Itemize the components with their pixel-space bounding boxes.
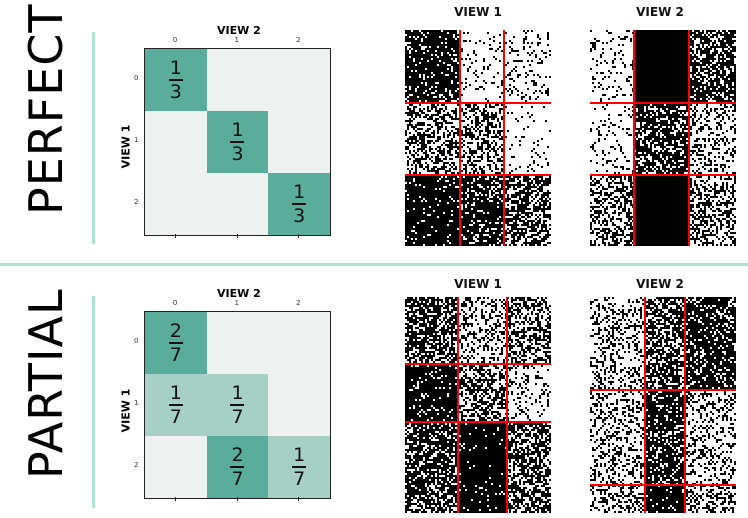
noise-pixels [405, 30, 551, 246]
fraction-numerator: 1 [231, 382, 244, 404]
y-tick-label: 0 [134, 74, 139, 82]
noise-pixels [590, 30, 736, 246]
fraction-bar [292, 466, 307, 468]
fraction-denominator: 7 [169, 406, 182, 428]
fraction-denominator: 7 [231, 468, 244, 490]
y-tick-label: 2 [134, 461, 139, 469]
fraction-bar [168, 79, 183, 81]
noise-pixels [405, 297, 551, 513]
section-accent-bar [92, 32, 95, 244]
matrix-xlabel: VIEW 2 [217, 24, 261, 37]
view-title: VIEW 1 [454, 277, 502, 291]
fraction-bar [292, 203, 307, 205]
x-tick-label: 0 [172, 36, 178, 44]
x-tick-mark [174, 234, 176, 238]
view-title: VIEW 2 [636, 5, 684, 19]
x-tick-mark [298, 497, 300, 501]
matrix-cell [145, 436, 207, 498]
x-tick-mark [174, 497, 176, 501]
fraction-denominator: 7 [231, 406, 244, 428]
matrix-cell [206, 173, 269, 235]
matrix-ylabel: VIEW 1 [119, 124, 133, 169]
matrix-cell [206, 312, 269, 374]
y-tick-label: 1 [134, 399, 139, 407]
fraction-bar [230, 404, 245, 406]
view-2-noise-image [590, 297, 736, 513]
y-tick-label: 2 [134, 198, 139, 206]
fraction-denominator: 7 [293, 468, 306, 490]
fraction-denominator: 3 [293, 205, 306, 227]
matrix-cell [268, 312, 330, 374]
fraction-numerator: 1 [169, 57, 182, 79]
fraction-bar [168, 404, 183, 406]
matrix-cell [268, 374, 330, 436]
fraction-numerator: 2 [169, 320, 182, 342]
fraction-bar [230, 466, 245, 468]
section-label-partial: PARTIAL [19, 288, 73, 479]
matrix-cell [206, 49, 269, 111]
fraction-numerator: 1 [231, 119, 244, 141]
x-tick-mark [236, 497, 238, 501]
matrix-cell [145, 111, 207, 173]
x-tick-label: 0 [172, 299, 178, 307]
view-1-noise-image [405, 297, 551, 513]
y-tick-label: 0 [134, 337, 139, 345]
x-tick-label: 1 [234, 36, 239, 44]
view-1-noise-image [405, 30, 551, 246]
view-title: VIEW 1 [454, 5, 502, 19]
x-tick-label: 1 [234, 299, 239, 307]
matrix-cell [268, 49, 330, 111]
matrix-cell [145, 173, 207, 235]
x-tick-label: 2 [296, 36, 301, 44]
y-tick-label: 1 [134, 136, 139, 144]
section-separator [0, 263, 748, 266]
matrix-ylabel: VIEW 1 [119, 388, 133, 433]
x-tick-mark [236, 234, 238, 238]
fraction-numerator: 1 [293, 444, 306, 466]
noise-pixels [590, 297, 736, 513]
section-label-perfect: PERFECT [19, 3, 73, 215]
fraction-numerator: 1 [169, 382, 182, 404]
fraction-bar [230, 141, 245, 143]
section-accent-bar [92, 296, 95, 508]
fraction-numerator: 1 [293, 181, 306, 203]
x-tick-label: 2 [296, 299, 301, 307]
x-tick-mark [298, 234, 300, 238]
fraction-denominator: 7 [169, 344, 182, 366]
fraction-denominator: 3 [169, 81, 182, 103]
view-title: VIEW 2 [636, 277, 684, 291]
view-2-noise-image [590, 30, 736, 246]
matrix-xlabel: VIEW 2 [217, 287, 261, 300]
fraction-numerator: 2 [231, 444, 244, 466]
fraction-denominator: 3 [231, 143, 244, 165]
matrix-cell [268, 111, 330, 173]
fraction-bar [168, 342, 183, 344]
